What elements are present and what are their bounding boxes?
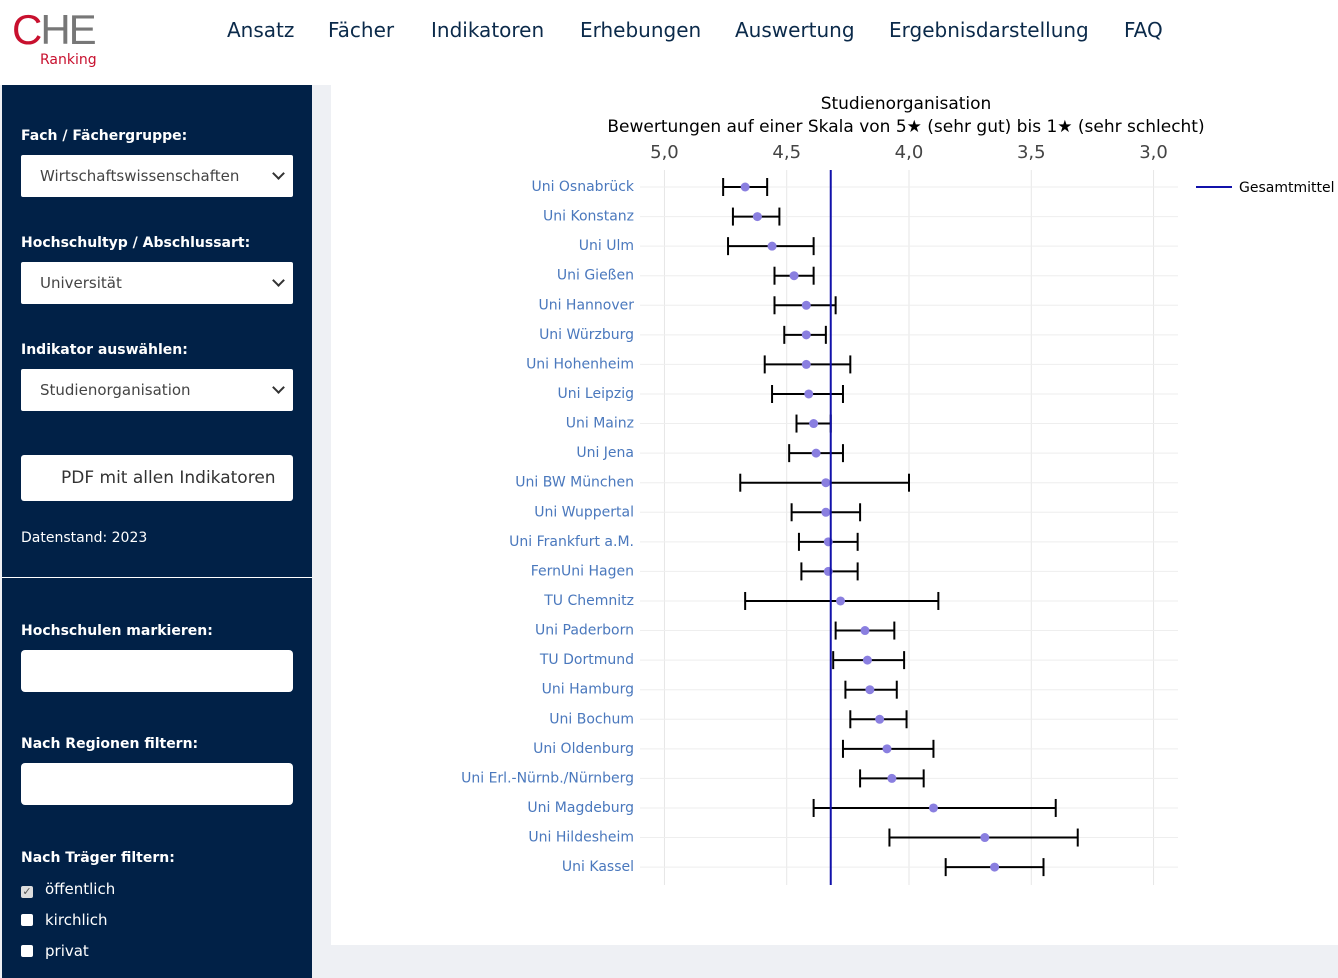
nav-link[interactable]: FAQ (1124, 18, 1163, 42)
y-tick-label: Uni Bochum (549, 711, 634, 727)
point (767, 241, 777, 251)
point (789, 271, 799, 281)
divider (2, 577, 312, 578)
point (821, 478, 831, 488)
select[interactable]: Universität (21, 262, 293, 304)
y-tick-label: Uni Osnabrück (531, 179, 634, 195)
y-tick-label: Uni Kassel (562, 859, 634, 875)
point (752, 212, 762, 222)
y-tick-label: Uni Würzburg (539, 327, 634, 343)
y-tick-label: Uni Konstanz (543, 209, 634, 225)
point (809, 419, 819, 429)
x-tick-label: 5,0 (650, 142, 679, 163)
y-tick-label: Uni Hamburg (542, 682, 634, 698)
label: Hochschulen markieren: (21, 623, 213, 639)
point (928, 803, 938, 813)
y-tick-label: Uni Leipzig (557, 386, 634, 402)
label: Indikator auswählen: (21, 342, 188, 358)
logo[interactable]: CHE (12, 6, 97, 53)
select[interactable]: Studienorganisation (21, 369, 293, 411)
checkbox-label: privat (45, 942, 89, 960)
point (875, 714, 885, 724)
point (821, 507, 831, 517)
chart-subtitle: Bewertungen auf einer Skala von 5★ (sehr… (607, 117, 1204, 137)
data-date: Datenstand: 2023 (21, 530, 148, 546)
chart-panel: Studienorganisation Bewertungen auf eine… (331, 85, 1338, 945)
y-tick-label: Uni Hannover (538, 297, 634, 313)
chart: Studienorganisation Bewertungen auf eine… (461, 94, 1334, 885)
checkbox[interactable]: privat (21, 942, 89, 960)
point (801, 330, 811, 340)
text-input[interactable] (21, 763, 293, 805)
x-tick-label: 4,5 (772, 142, 801, 163)
checkbox-label: öffentlich (45, 880, 116, 898)
y-tick-label: Uni Gießen (557, 268, 634, 284)
label: Nach Regionen filtern: (21, 736, 199, 752)
checkbox[interactable]: ✓ öffentlich (21, 880, 115, 898)
sidebar: Fach / Fächergruppe: Wirtschaftswissensc… (2, 85, 312, 978)
y-tick-label: Uni Paderborn (535, 623, 634, 639)
pdf-button[interactable]: PDF mit allen Indikatoren (21, 455, 293, 501)
point (887, 773, 897, 783)
chart-title: Studienorganisation (821, 94, 992, 114)
nav-link[interactable]: Ansatz (227, 18, 295, 42)
nav-link[interactable]: Auswertung (735, 18, 855, 42)
logo-subtitle: Ranking (40, 52, 97, 68)
point (804, 389, 814, 399)
y-tick-label: Uni Hohenheim (526, 356, 634, 372)
checkbox[interactable]: kirchlich (21, 911, 108, 929)
point (836, 596, 846, 606)
point (860, 626, 870, 636)
y-tick-label: Uni Erl.-Nürnb./Nürnberg (461, 770, 634, 786)
point (990, 862, 1000, 872)
label: Hochschultyp / Abschlussart: (21, 235, 251, 251)
point (882, 744, 892, 754)
y-tick-label: Uni Oldenburg (533, 741, 634, 757)
x-tick-label: 3,5 (1017, 142, 1046, 163)
x-tick-label: 4,0 (895, 142, 924, 163)
point (862, 655, 872, 665)
y-tick-label: Uni Jena (576, 445, 634, 461)
point (980, 833, 990, 843)
nav-link[interactable]: Indikatoren (431, 18, 545, 42)
text-input[interactable] (21, 650, 293, 692)
y-tick-label: Uni Wuppertal (534, 504, 634, 520)
y-tick-label: Uni Mainz (566, 416, 634, 432)
point (865, 685, 875, 695)
y-tick-label: Uni Ulm (579, 238, 634, 254)
header: CHE Ranking Ansatz Fächer Indikatoren Erheb… (0, 0, 1338, 85)
legend-label: Gesamtmittel (1239, 180, 1334, 196)
checkbox-label: kirchlich (45, 911, 108, 929)
nav-link[interactable]: Erhebungen (580, 18, 702, 42)
y-tick-label: Uni Hildesheim (528, 830, 634, 846)
nav-link[interactable]: Ergebnisdarstellung (889, 18, 1089, 42)
nav-link[interactable]: Fächer (328, 18, 395, 42)
checkbox-box[interactable]: ✓ (21, 885, 33, 898)
y-tick-label: Uni Magdeburg (527, 800, 634, 816)
y-tick-label: TU Chemnitz (543, 593, 634, 609)
label: Fach / Fächergruppe: (21, 128, 188, 144)
y-tick-label: FernUni Hagen (531, 563, 634, 579)
point (801, 300, 811, 310)
point (801, 359, 811, 369)
y-tick-label: Uni BW München (515, 475, 634, 491)
y-tick-label: Uni Frankfurt a.M. (509, 534, 634, 550)
point (740, 182, 750, 192)
checkbox-box[interactable] (21, 945, 33, 957)
point (811, 448, 821, 458)
label: Nach Träger filtern: (21, 850, 175, 866)
checkbox-box[interactable] (21, 914, 33, 926)
select[interactable]: Wirtschaftswissenschaften (21, 155, 293, 197)
y-tick-label: TU Dortmund (539, 652, 634, 668)
x-tick-label: 3,0 (1139, 142, 1168, 163)
